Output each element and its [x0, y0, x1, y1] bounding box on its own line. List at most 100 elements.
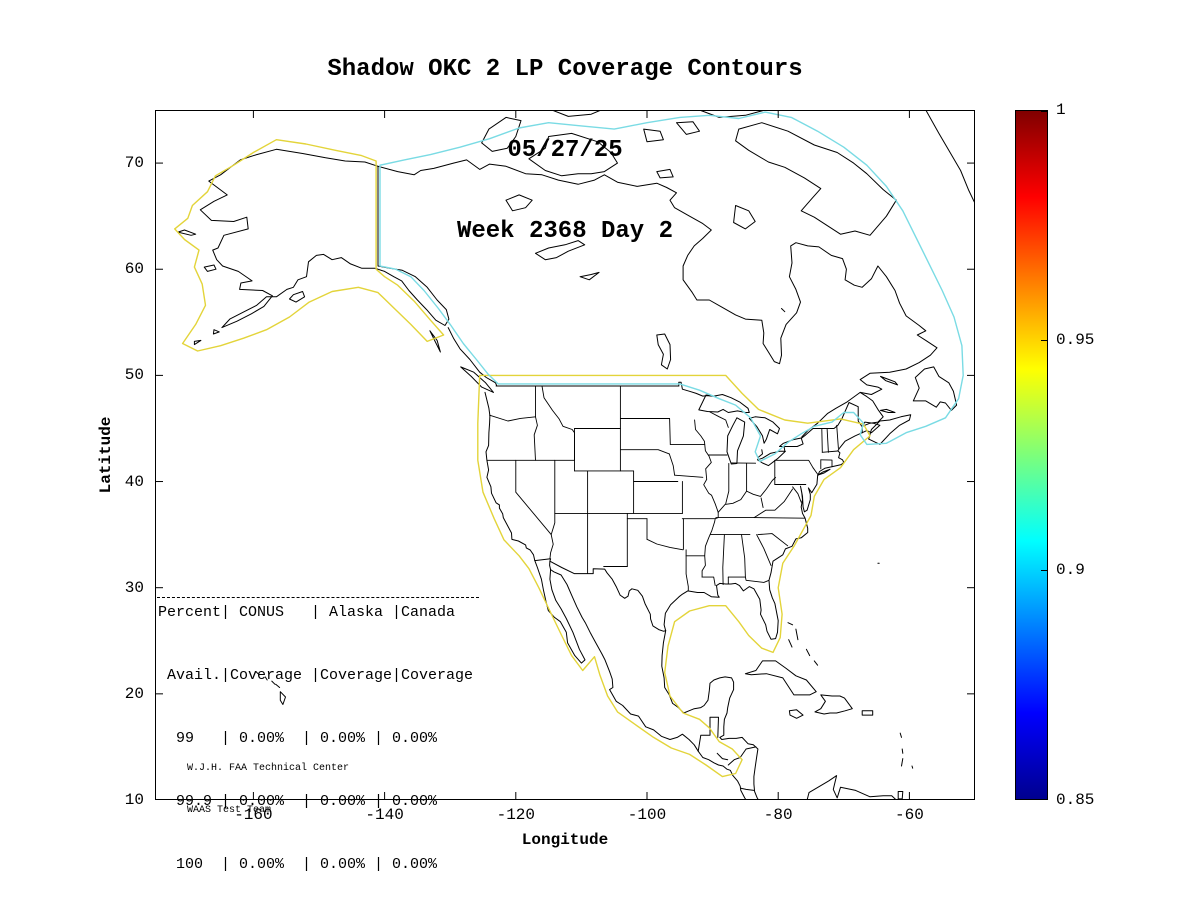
x-tick-label: -60: [895, 806, 924, 824]
state-border: [822, 451, 838, 452]
coastline: [644, 129, 664, 142]
coastline: [741, 788, 754, 790]
state-border: [726, 464, 729, 504]
y-tick-label: 30: [96, 579, 144, 597]
coastline: [677, 122, 700, 135]
x-tick-label: -140: [365, 806, 403, 824]
coastline: [789, 710, 803, 719]
coastline: [912, 766, 913, 768]
state-border: [822, 429, 823, 453]
coastline: [784, 447, 785, 451]
state-border: [675, 475, 703, 477]
coastline: [698, 717, 718, 751]
coastline: [788, 623, 793, 625]
state-border: [620, 450, 669, 454]
coastline: [194, 340, 201, 344]
colorbar-tick-mark: [1041, 570, 1048, 571]
coastline: [898, 792, 903, 799]
state-border: [669, 454, 674, 475]
coastline: [717, 753, 728, 759]
colorbar-tick-label-0-85: 0.85: [1056, 791, 1094, 809]
coastline: [430, 331, 441, 352]
state-border: [754, 489, 793, 518]
state-border: [710, 412, 728, 427]
coastline: [200, 149, 449, 327]
colorbar-tick-mark: [1041, 340, 1048, 341]
state-border: [761, 498, 763, 508]
coastline: [378, 160, 937, 437]
coastline: [881, 376, 898, 385]
table-header-1: Percent| CONUS | Alaska |Canada: [158, 602, 473, 623]
coastline: [736, 123, 897, 236]
coastline: [536, 241, 585, 260]
x-tick-label: -100: [628, 806, 666, 824]
coastline: [780, 438, 804, 447]
coastline: [782, 309, 785, 312]
coastline: [580, 272, 599, 279]
coastline: [662, 631, 759, 800]
state-border: [695, 420, 719, 577]
coastline: [913, 367, 956, 411]
coastline: [551, 570, 747, 800]
y-tick-label: 60: [96, 260, 144, 278]
state-border: [813, 468, 818, 474]
state-border: [827, 429, 828, 453]
coastline: [461, 367, 494, 393]
state-border: [793, 487, 802, 502]
state-border: [490, 415, 536, 421]
colorbar-tick-mark: [1041, 799, 1048, 800]
coastline: [506, 195, 532, 211]
coastline: [529, 133, 618, 175]
y-tick-label: 10: [96, 791, 144, 809]
state-border: [757, 535, 771, 566]
coastline: [749, 417, 779, 444]
credit-line-1: W.J.H. FAA Technical Center: [187, 762, 349, 776]
colorbar-tick-mark: [1041, 111, 1048, 112]
colorbar-tick-label-1: 1: [1056, 101, 1066, 119]
canada-coverage-contour: [380, 112, 963, 461]
coastline: [657, 334, 671, 369]
coastline: [535, 561, 585, 664]
state-border: [758, 534, 788, 546]
colorbar-tick-label-0-95: 0.95: [1056, 331, 1094, 349]
state-border: [723, 535, 725, 585]
table-divider: [157, 597, 479, 598]
coastline: [862, 711, 873, 715]
coastline: [902, 749, 903, 753]
coastline: [806, 649, 809, 655]
state-border: [551, 460, 555, 534]
coastline: [926, 110, 975, 203]
colorbar: [1015, 110, 1048, 800]
x-axis-label: Longitude: [155, 831, 975, 849]
coastline: [815, 695, 852, 714]
title-line-1: Shadow OKC 2 LP Coverage Contours: [155, 56, 975, 83]
state-border: [647, 539, 683, 550]
state-border: [728, 577, 769, 582]
x-tick-label: -120: [497, 806, 535, 824]
colorbar-tick-label-0-9: 0.9: [1056, 561, 1085, 579]
state-border: [670, 419, 671, 445]
table-header-2: Avail.|Coverage |Coverage|Coverage: [158, 665, 473, 686]
state-border: [821, 460, 832, 467]
conus-alaska-coverage-contour: [175, 140, 444, 351]
y-tick-label: 40: [96, 473, 144, 491]
y-tick-label: 70: [96, 154, 144, 172]
coastline: [881, 409, 896, 412]
state-border: [754, 518, 805, 519]
state-border: [516, 460, 553, 559]
coastline: [290, 292, 305, 303]
state-border: [542, 386, 575, 460]
coastline: [796, 629, 798, 640]
colorbar-gradient: [1016, 111, 1047, 799]
table-row-100: 100 | 0.00% | 0.00% | 0.00%: [158, 854, 473, 875]
state-border: [742, 535, 746, 578]
coastline: [900, 733, 901, 737]
state-border: [837, 425, 839, 448]
state-border: [702, 577, 715, 586]
coastline: [657, 169, 673, 178]
coastline: [758, 451, 786, 465]
credit-text: W.J.H. FAA Technical Center WAAS Test Te…: [187, 734, 349, 846]
coastline: [807, 776, 896, 800]
state-border: [534, 417, 537, 461]
